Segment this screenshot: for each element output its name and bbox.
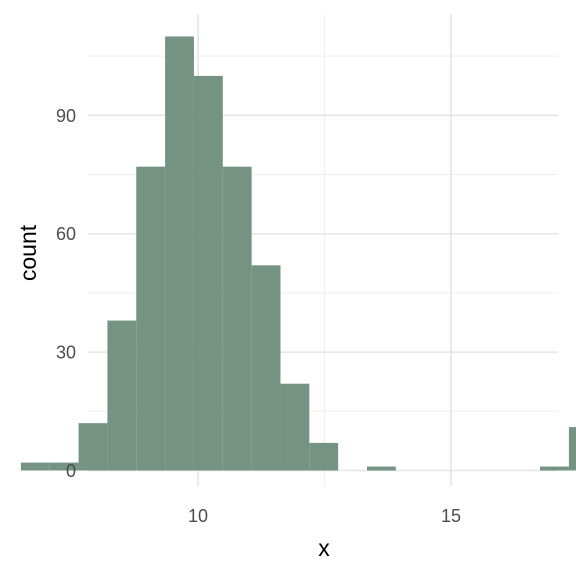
x-tick-label: 15 — [441, 506, 461, 526]
histogram-bar — [280, 383, 310, 471]
histogram-bar — [251, 265, 281, 471]
histogram-bar — [309, 442, 339, 471]
histogram-bar — [78, 423, 108, 471]
x-axis-ticks: 101520 — [188, 506, 461, 526]
y-tick-label: 0 — [66, 461, 76, 481]
histogram-bar — [20, 462, 50, 471]
y-tick-label: 30 — [56, 343, 76, 363]
histogram-bars — [20, 36, 576, 471]
histogram-bar — [49, 462, 79, 471]
histogram-bar — [165, 36, 194, 471]
y-axis-ticks: 0 30 60 90 — [56, 106, 76, 481]
y-tick-label: 90 — [56, 106, 76, 126]
histogram-bar — [568, 427, 576, 471]
histogram-bar — [222, 166, 252, 471]
x-tick-label: 10 — [188, 506, 208, 526]
y-axis-title: count — [15, 224, 41, 281]
histogram-bar — [367, 466, 396, 471]
y-tick-label: 60 — [56, 224, 76, 244]
histogram-bar — [193, 75, 223, 471]
histogram-bar — [107, 320, 137, 471]
x-axis-title: x — [318, 535, 330, 561]
histogram-bar — [136, 166, 166, 471]
histogram-bar — [540, 466, 569, 471]
